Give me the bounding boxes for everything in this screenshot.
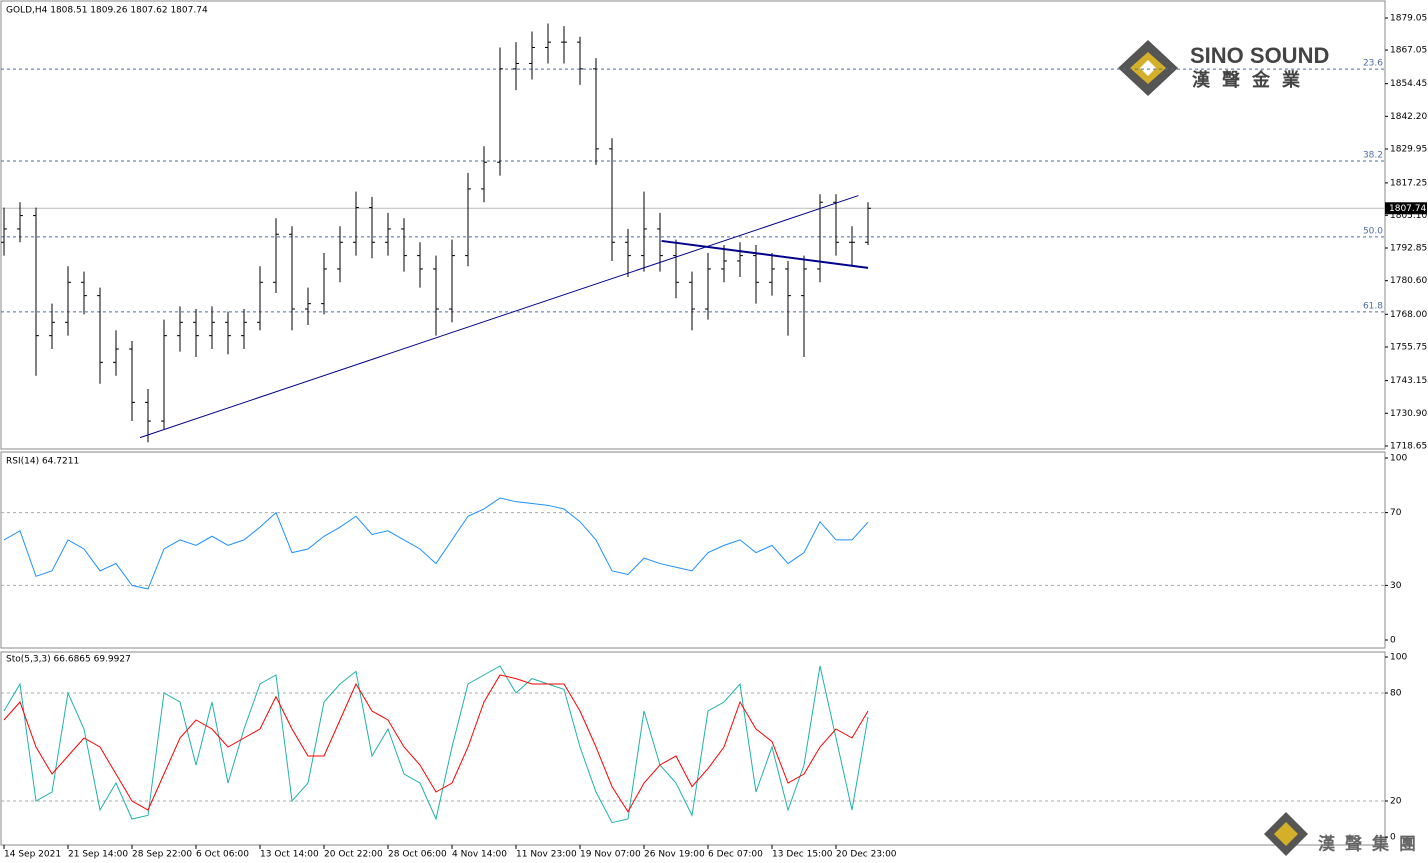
y-tick-label: 100 <box>1390 454 1407 464</box>
x-tick-label: 13 Dec 15:00 <box>772 850 833 860</box>
y-tick-label: 1755.75 <box>1390 343 1427 353</box>
footer-logo-text: 漢聲集團 <box>1318 833 1426 853</box>
x-tick-label: 6 Oct 06:00 <box>196 850 249 860</box>
x-tick-label: 6 Dec 07:00 <box>708 850 763 860</box>
y-tick-label: 1780.60 <box>1390 276 1427 286</box>
x-tick-label: 20 Dec 23:00 <box>836 850 897 860</box>
logo-icon <box>1140 60 1156 76</box>
y-tick-label: 1842.20 <box>1390 112 1427 122</box>
chart-title: GOLD,H4 1808.51 1809.26 1807.62 1807.74 <box>6 6 208 16</box>
logo-icon <box>1274 822 1298 846</box>
fib-label: 38.2 <box>1363 151 1383 161</box>
current-price-label: 1807.74 <box>1389 204 1426 214</box>
stoch-title: Sto(5,3,3) 66.6865 69.9927 <box>6 655 131 665</box>
stoch-line <box>3 674 869 813</box>
y-tick-label: 0 <box>1390 833 1396 843</box>
fib-label: 61.8 <box>1363 301 1383 311</box>
y-tick-label: 1730.90 <box>1390 409 1427 419</box>
y-tick-label: 100 <box>1390 653 1407 663</box>
x-tick-label: 4 Nov 14:00 <box>452 850 507 860</box>
fib-label: 23.6 <box>1363 59 1383 69</box>
trendline <box>661 239 869 269</box>
x-tick-label: 19 Nov 07:00 <box>580 850 641 860</box>
y-tick-label: 30 <box>1390 581 1402 591</box>
price-panel <box>0 0 1386 450</box>
x-tick-label: 14 Sep 2021 <box>4 850 61 860</box>
y-tick-label: 1768.00 <box>1390 310 1427 320</box>
y-tick-label: 1743.15 <box>1390 376 1427 386</box>
y-tick-label: 1792.85 <box>1390 244 1427 254</box>
stoch-line <box>3 665 869 824</box>
y-tick-label: 1805.10 <box>1390 211 1427 221</box>
rsi-panel <box>0 451 1386 649</box>
logo-chinese: 漢聲金業 <box>1192 69 1312 90</box>
x-tick-label: 26 Nov 19:00 <box>644 850 705 860</box>
x-tick-label: 20 Oct 22:00 <box>324 850 383 860</box>
y-tick-label: 0 <box>1390 636 1396 646</box>
x-tick-label: 28 Oct 06:00 <box>388 850 447 860</box>
logo-text: SINO SOUND <box>1190 43 1329 68</box>
rsi-title: RSI(14) 64.7211 <box>6 457 79 467</box>
stoch-panel <box>0 651 1386 846</box>
y-tick-label: 20 <box>1390 797 1402 807</box>
fib-label: 50.0 <box>1363 226 1383 236</box>
trendline <box>139 195 859 439</box>
y-tick-label: 80 <box>1390 689 1402 699</box>
y-tick-label: 1718.65 <box>1390 442 1427 452</box>
y-tick-label: 70 <box>1390 508 1402 518</box>
y-tick-label: 1817.25 <box>1390 178 1427 188</box>
y-tick-label: 1854.45 <box>1390 79 1427 89</box>
y-tick-label: 1879.05 <box>1390 14 1427 24</box>
x-tick-label: 28 Sep 22:00 <box>132 850 192 860</box>
x-tick-label: 21 Sep 14:00 <box>68 850 128 860</box>
y-tick-label: 1867.05 <box>1390 46 1427 56</box>
rsi-line <box>3 497 869 590</box>
footer-logo: 漢聲集團 <box>1264 812 1426 856</box>
y-tick-label: 1829.95 <box>1390 145 1427 155</box>
x-tick-label: 11 Nov 23:00 <box>516 850 577 860</box>
x-tick-label: 13 Oct 14:00 <box>260 850 319 860</box>
logo: SINO SOUND 漢聲金業 <box>1118 40 1329 96</box>
current-price-box <box>1385 202 1427 215</box>
